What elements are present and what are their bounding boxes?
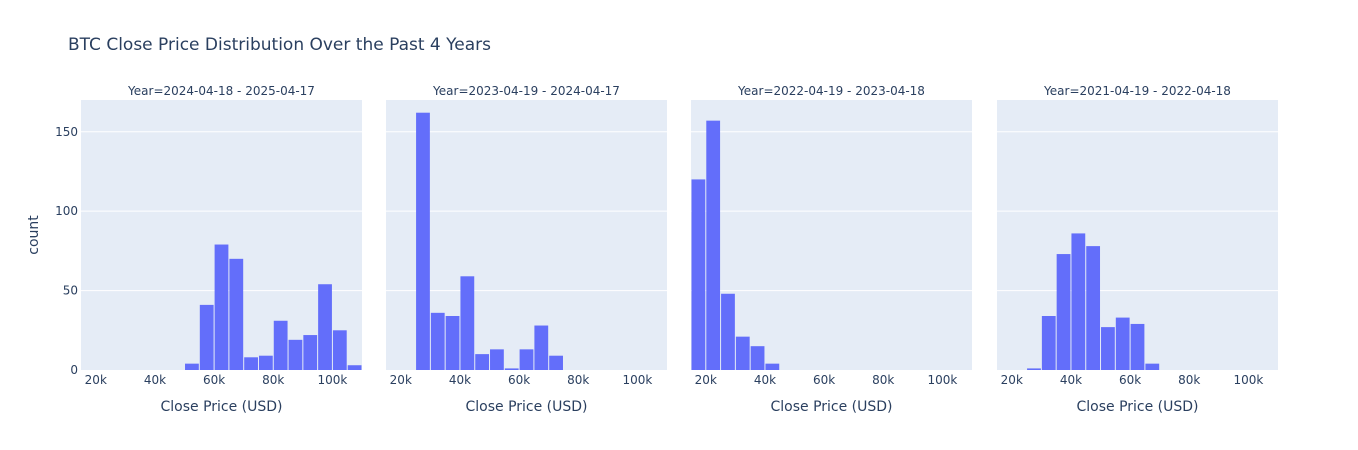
histogram-bar xyxy=(1101,327,1115,370)
x-tick-label: 100k xyxy=(927,373,957,387)
x-tick-label: 20k xyxy=(390,373,412,387)
histogram-bar xyxy=(185,363,199,370)
histogram-bar xyxy=(288,339,303,370)
histogram-bar xyxy=(258,355,273,370)
histogram-bar xyxy=(1115,317,1130,370)
histogram-bar xyxy=(460,276,475,370)
y-axis-title: count xyxy=(26,215,42,255)
histogram-bar xyxy=(1041,316,1056,370)
histogram-bar xyxy=(549,355,563,370)
facet-panel-1: Year=2024-04-18 - 2025-04-17 20k 40k 60k 80k… xyxy=(55,84,362,415)
facet-label: Year=2024-04-18 - 2025-04-17 xyxy=(127,84,315,98)
histogram-bar xyxy=(750,346,765,370)
y-tick-label: 100 xyxy=(55,204,78,218)
x-tick-label: 80k xyxy=(567,373,589,387)
histogram-bar xyxy=(1086,246,1101,370)
histogram-bar xyxy=(273,320,288,370)
facet-panel-2: Year=2023-04-19 - 2024-04-17 20k 40k 60k 80k… xyxy=(386,84,667,415)
x-tick-label: 80k xyxy=(1178,373,1200,387)
histogram-bar xyxy=(347,365,362,370)
y-tick-label: 50 xyxy=(63,284,78,298)
histogram-bar xyxy=(332,330,347,370)
histogram-bar xyxy=(735,336,750,370)
x-tick-label: 60k xyxy=(1119,373,1141,387)
histogram-bar xyxy=(1130,323,1145,370)
histogram-bar xyxy=(519,349,534,370)
histogram-bar xyxy=(318,284,332,370)
x-axis-title: Close Price (USD) xyxy=(1076,399,1198,415)
x-axis-title: Close Price (USD) xyxy=(160,399,282,415)
histogram-bar xyxy=(475,354,490,370)
facet-panel-3: Year=2022-04-19 - 2023-04-18 20k 40k 60k 80k… xyxy=(691,84,972,415)
plot-background xyxy=(691,100,972,370)
histogram-bar xyxy=(706,120,721,370)
histogram-bar xyxy=(244,357,258,370)
chart-title: BTC Close Price Distribution Over the Pa… xyxy=(68,35,491,55)
x-axis-title: Close Price (USD) xyxy=(465,399,587,415)
histogram-bar xyxy=(534,325,549,370)
histogram-bar xyxy=(765,363,780,370)
histogram-bar xyxy=(430,312,445,370)
histogram-bar xyxy=(1056,254,1071,370)
histogram-bar xyxy=(721,293,735,370)
x-axis-title: Close Price (USD) xyxy=(770,399,892,415)
histogram-bar xyxy=(199,304,214,370)
x-tick-label: 40k xyxy=(449,373,471,387)
y-tick-label: 150 xyxy=(55,125,78,139)
x-tick-label: 80k xyxy=(872,373,894,387)
facet-label: Year=2022-04-19 - 2023-04-18 xyxy=(737,84,925,98)
x-tick-label: 100k xyxy=(622,373,652,387)
histogram-bar xyxy=(214,244,229,370)
histogram-bar xyxy=(1071,233,1086,370)
facet-label: Year=2021-04-19 - 2022-04-18 xyxy=(1043,84,1231,98)
y-tick-label: 0 xyxy=(70,363,78,377)
x-tick-label: 100k xyxy=(1233,373,1263,387)
facet-panel-4: Year=2021-04-19 - 2022-04-18 20k 40k 60k 80k… xyxy=(997,84,1278,415)
facet-label: Year=2023-04-19 - 2024-04-17 xyxy=(432,84,620,98)
histogram-bar xyxy=(504,368,519,370)
x-tick-label: 60k xyxy=(203,373,225,387)
histogram-bar xyxy=(490,349,504,370)
x-tick-label: 20k xyxy=(695,373,717,387)
histogram-bar xyxy=(303,335,318,370)
x-tick-label: 80k xyxy=(262,373,284,387)
x-tick-label: 100k xyxy=(317,373,347,387)
x-tick-label: 40k xyxy=(754,373,776,387)
x-tick-label: 40k xyxy=(1060,373,1082,387)
x-tick-label: 20k xyxy=(85,373,107,387)
facet-panels: Year=2024-04-18 - 2025-04-17 20k 40k 60k 80k… xyxy=(55,84,1278,415)
histogram-bar xyxy=(229,258,244,370)
histogram-bar xyxy=(445,316,460,370)
x-tick-label: 60k xyxy=(508,373,530,387)
histogram-bar xyxy=(416,112,430,371)
x-tick-label: 40k xyxy=(144,373,166,387)
x-tick-label: 60k xyxy=(813,373,835,387)
histogram-bar xyxy=(1145,363,1160,370)
histogram-bar xyxy=(691,179,706,370)
x-tick-label: 20k xyxy=(1001,373,1023,387)
histogram-bar xyxy=(1027,368,1041,370)
